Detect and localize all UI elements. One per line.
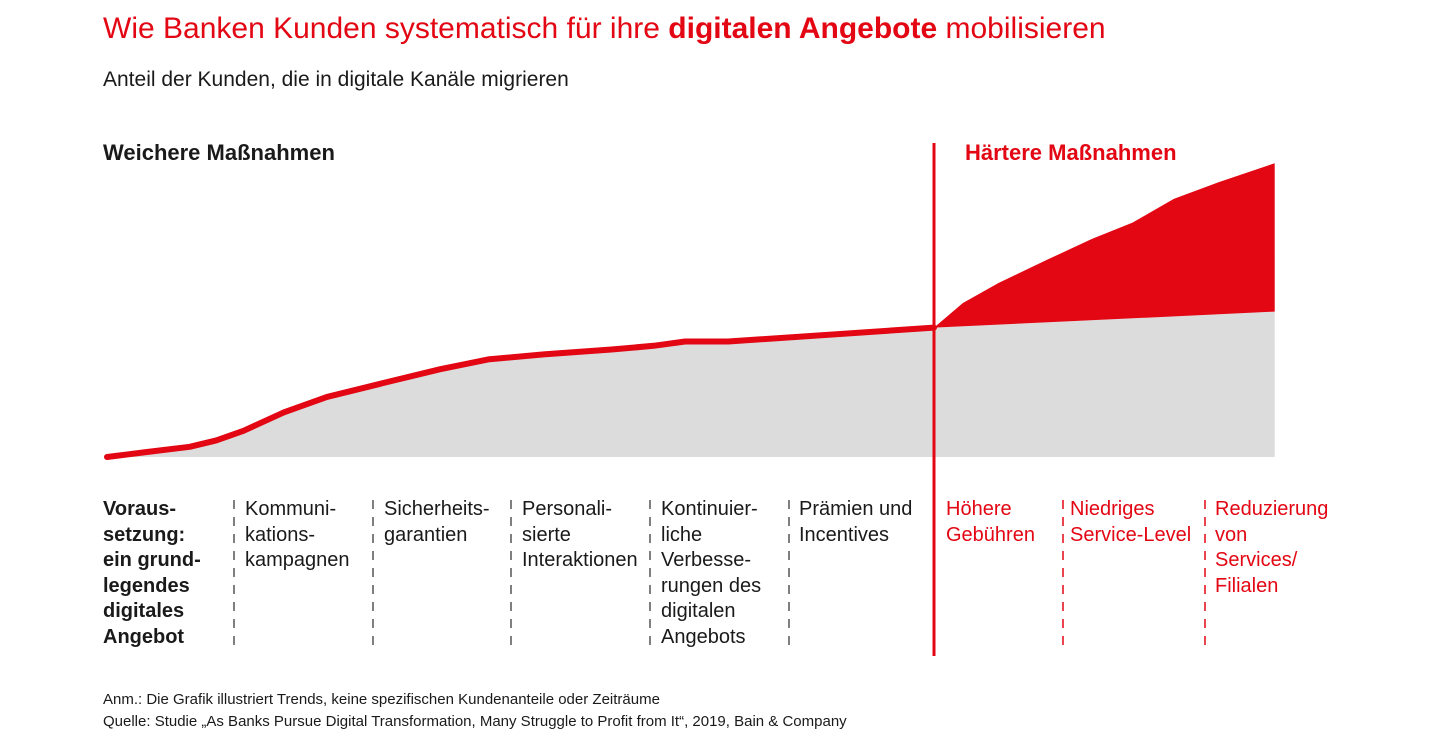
chart-subtitle: Anteil der Kunden, die in digitale Kanäl…	[103, 68, 569, 91]
annotation-note: Anm.: Die Grafik illustriert Trends, kei…	[103, 691, 660, 708]
hard-measures-baseline-area	[934, 311, 1275, 457]
title-bold: digitalen Angebote	[668, 12, 938, 45]
title-part2: mobilisieren	[937, 12, 1106, 45]
measure-step-label: Personali- sierte Interaktionen	[522, 498, 638, 571]
measure-step-label: Kontinuier- liche Verbesse- rungen des d…	[661, 498, 762, 648]
measure-step-label: Sicherheits- garantien	[384, 498, 490, 546]
soft-measures-area	[107, 327, 934, 457]
soft-measures-label: Weichere Maßnahmen	[103, 140, 335, 165]
chart-title: Wie Banken Kunden systematisch für ihre …	[103, 12, 1106, 46]
measure-step-label: Prämien und Incentives	[799, 498, 913, 546]
measure-step-label: Höhere Gebühren	[946, 498, 1035, 546]
step-dividers	[233, 500, 1206, 652]
hard-measures-red-area	[934, 163, 1275, 328]
measure-step-label: Kommuni- kations- kampagnen	[245, 498, 350, 571]
source-note: Quelle: Studie „As Banks Pursue Digital …	[103, 713, 847, 730]
measure-step-label: Niedriges Service-Level	[1070, 498, 1192, 546]
measure-step-label: Reduzierung von Services/ Filialen	[1215, 498, 1329, 597]
measure-step-label: Voraus- setzung: ein grund- legendes dig…	[103, 498, 201, 648]
hard-measures-label: Härtere Maßnahmen	[965, 140, 1177, 165]
title-part1: Wie Banken Kunden systematisch für ihre	[103, 12, 669, 45]
soft-measures-trend-line	[104, 324, 937, 460]
